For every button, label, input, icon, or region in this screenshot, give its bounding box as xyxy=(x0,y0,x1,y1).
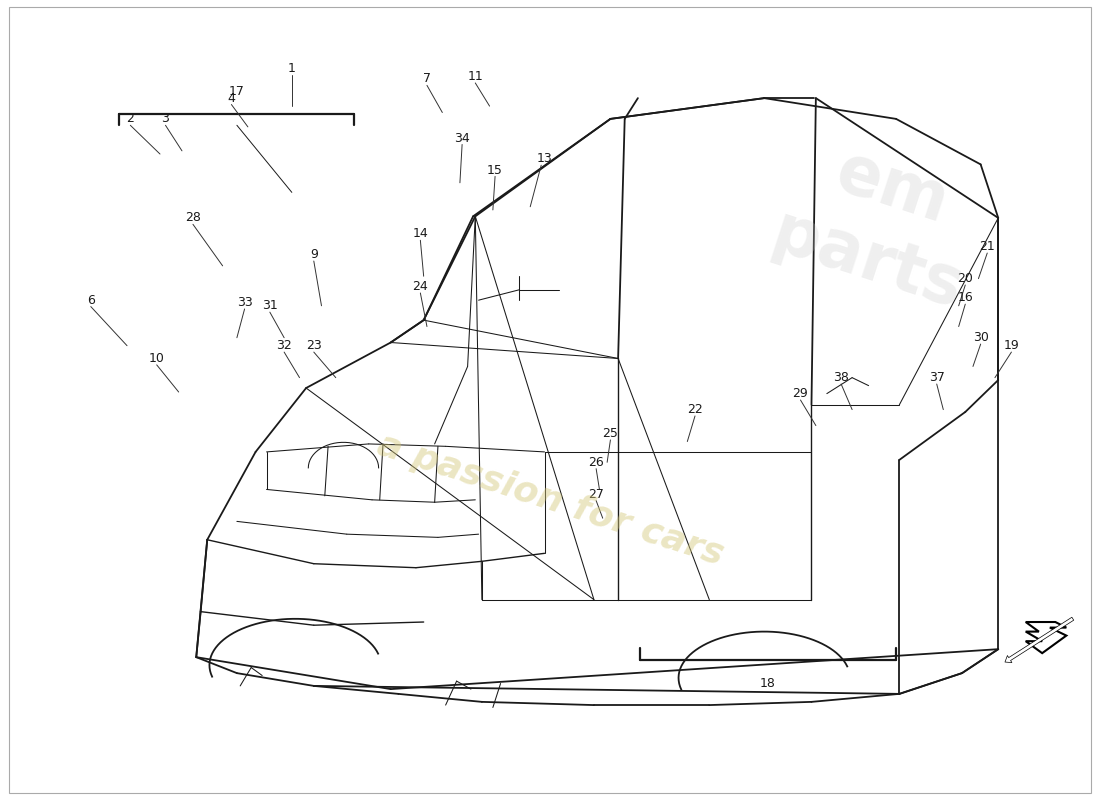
Text: 13: 13 xyxy=(537,152,552,166)
Text: 31: 31 xyxy=(262,299,277,312)
Text: 28: 28 xyxy=(185,211,201,225)
Text: 33: 33 xyxy=(236,296,253,309)
Text: a passion for cars: a passion for cars xyxy=(373,428,727,572)
Text: 21: 21 xyxy=(979,240,996,253)
Text: 38: 38 xyxy=(833,371,849,384)
Text: 3: 3 xyxy=(162,112,169,126)
Text: 16: 16 xyxy=(957,291,974,304)
Text: 20: 20 xyxy=(957,272,974,285)
Text: 2: 2 xyxy=(126,112,134,126)
Text: 18: 18 xyxy=(760,677,775,690)
Text: 22: 22 xyxy=(688,403,703,416)
Text: 23: 23 xyxy=(306,339,321,352)
Polygon shape xyxy=(1025,622,1066,653)
Text: 30: 30 xyxy=(972,331,989,344)
Text: 4: 4 xyxy=(228,92,235,105)
Text: 11: 11 xyxy=(468,70,483,83)
Text: 32: 32 xyxy=(276,339,292,352)
Text: 1: 1 xyxy=(288,62,296,75)
Text: 34: 34 xyxy=(454,131,470,145)
Text: em
parts: em parts xyxy=(763,126,996,322)
Text: 29: 29 xyxy=(793,387,808,400)
Text: 7: 7 xyxy=(424,73,431,86)
Text: 10: 10 xyxy=(148,352,165,365)
Text: 26: 26 xyxy=(588,456,604,469)
Text: 14: 14 xyxy=(412,227,428,240)
Text: 37: 37 xyxy=(928,371,945,384)
Text: 25: 25 xyxy=(603,427,618,440)
Text: 24: 24 xyxy=(412,280,428,293)
Text: 15: 15 xyxy=(487,163,503,177)
Text: 27: 27 xyxy=(588,488,604,501)
Text: 19: 19 xyxy=(1003,339,1020,352)
Text: 6: 6 xyxy=(87,294,95,306)
Text: 9: 9 xyxy=(310,248,318,261)
Text: 17: 17 xyxy=(229,85,245,98)
